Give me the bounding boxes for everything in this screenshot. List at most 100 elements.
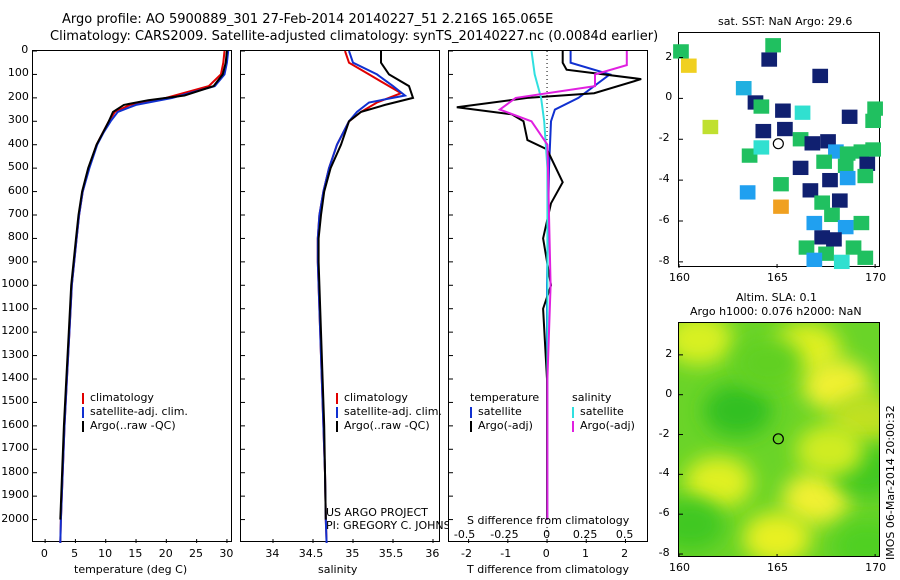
legend-swatch-satellite [336,406,338,418]
sst-cell [739,185,756,200]
sst-cell [841,109,858,124]
sst-cell [833,254,850,270]
x2-tick-label: 0 [543,528,551,541]
sst-cell [824,207,840,223]
sst-cell [680,58,697,73]
y-tick-label: 2000 [1,511,30,525]
series-line-satellite [316,50,408,544]
series-line-satellite [59,50,230,544]
legend-swatch-s-argo [572,420,574,432]
sla-anomaly-blob [796,424,865,477]
legend-label: Argo(-adj) [478,419,533,432]
sla-anomaly-blob [703,384,772,437]
y-tick-label: 1500 [1,394,30,408]
sst-cell [822,172,838,188]
difference-x2label: S difference from climatology [467,514,630,527]
credit-project: US ARGO PROJECT [326,506,428,519]
side-stamp: IMOS 06-Mar-2014 20:00:32 [884,405,897,560]
sst-map-title: sat. SST: NaN Argo: 29.6 [718,15,853,28]
y-tick-label: 1200 [1,324,30,338]
series-line-argo [317,51,415,520]
sst-cell [702,119,719,135]
sst-cell [773,199,789,214]
sla-map-title: Altim. SLA: 0.1 [736,291,818,304]
temperature-legend: climatology satellite-adj. clim. Argo(..… [82,391,188,433]
x-tick-label: 160 [669,271,690,284]
y-tick-label: -6 [658,506,670,520]
y-tick-label: 2 [665,346,673,360]
sst-cell [839,170,856,186]
salinity-xlabel: salinity [318,563,358,576]
x-tick-label: 0 [542,547,550,560]
legend-label: climatology [344,391,408,404]
y-tick-label: 0 [665,386,673,400]
legend-label: Argo(..raw -QC) [344,419,430,432]
y-tick-label: 400 [7,136,29,150]
difference-legend: temperature satellite Argo(-adj) [470,391,539,433]
y-tick-label: 1300 [1,347,30,361]
sla-map-subtitle: Argo h1000: 0.076 h2000: NaN [690,305,862,318]
x2-tick-label: 0.5 [615,528,634,541]
x2-tick-label: -0.25 [490,528,519,541]
y-tick-label: 500 [7,160,29,174]
credit-pi: PI: GREGORY C. JOHNSON [326,519,468,532]
sst-cell [865,142,881,157]
sla-anomaly-blob [735,336,804,389]
y-tick-label: 300 [7,113,29,127]
argo-position-marker [772,433,784,445]
sst-cell [773,177,789,192]
sst-cell [814,195,831,210]
series-line-climatology [316,50,404,544]
sst-cell [865,113,881,129]
sla-map-svg [679,323,879,556]
sst-cell [792,160,809,176]
sst-cell [735,81,752,96]
difference-xlabel: T difference from climatology [467,563,629,576]
sst-cell [839,146,856,161]
sst-cell [798,240,815,255]
sst-cell [812,68,829,84]
x-tick-label: -1 [500,547,512,560]
legend-title-temperature: temperature [470,391,540,404]
sla-anomaly-blob [782,472,851,525]
sst-cell [792,132,809,147]
x-tick-label: 25 [189,547,204,560]
x-tick-label: 34 [265,547,280,560]
temperature-xlabel: temperature (deg C) [74,563,188,576]
y-tick-label: 0 [665,90,673,104]
legend-label: satellite [580,405,624,418]
y-tick-label: -4 [658,466,670,480]
salinity-legend: climatology satellite-adj. clim. Argo(..… [336,391,442,433]
sst-cell [867,101,883,116]
x-tick-label: 34.5 [298,547,324,560]
title-line-1: Argo profile: AO 5900889_301 27-Feb-2014… [62,12,554,27]
sst-cell [804,136,821,151]
legend-swatch-t-argo [470,420,472,432]
sst-cell [755,123,772,139]
legend-swatch-s-satellite [572,406,574,418]
series-line-t-satellite [546,51,612,520]
sst-cell [765,38,781,53]
y-tick-label: 800 [7,230,29,244]
y-tick-label: 1100 [1,300,30,314]
x-tick-label: 35 [345,547,360,560]
sla-anomaly-blob [833,520,879,556]
series-line-t-argo [456,51,642,520]
sst-cell [802,183,819,198]
series-line-s-argo [497,51,628,520]
sst-cell [853,144,870,159]
sst-cell [794,105,811,120]
sst-cell [826,232,842,247]
salinity-plot-svg [241,50,434,544]
y-tick-label: 100 [7,66,29,80]
x-tick-label: 2 [621,547,629,560]
difference-legend-salinity: salinity satellite Argo(-adj) [572,391,635,433]
x-tick-label: 170 [865,561,887,574]
sst-cell [806,215,823,231]
temperature-plot [32,50,232,544]
y-tick-label: -2 [658,426,670,440]
legend-swatch-satellite [82,406,84,418]
sst-cell [831,193,848,208]
y-tick-label: 1000 [1,277,30,291]
sst-map [673,32,883,270]
